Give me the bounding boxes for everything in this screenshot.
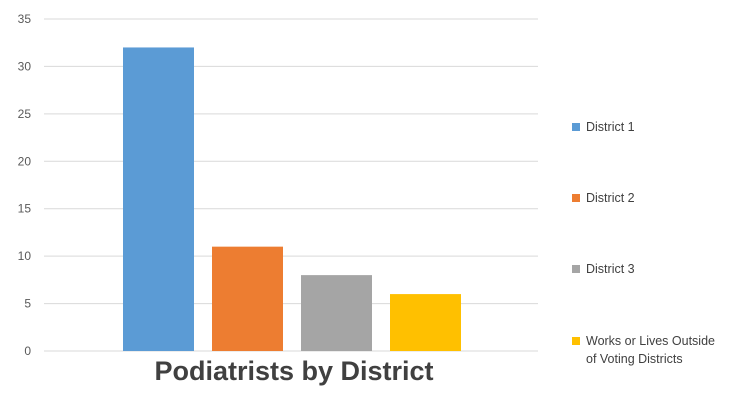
legend-label-2: District 2 — [586, 191, 635, 205]
legend: District 1 District 2 District 3 Works or L… — [572, 120, 715, 366]
bar-1 — [123, 47, 194, 351]
gridlines — [44, 18, 538, 352]
bar-4 — [390, 294, 461, 351]
legend-label-1: District 1 — [586, 120, 635, 134]
y-tick-label: 0 — [24, 344, 31, 358]
y-tick-label: 35 — [18, 12, 32, 26]
y-tick-label: 15 — [18, 202, 32, 216]
y-tick-label: 20 — [18, 154, 32, 168]
y-axis-ticks: 0 5 10 15 20 25 30 35 — [18, 12, 32, 358]
legend-label-4: Works or Lives Outside of Voting District… — [586, 334, 715, 366]
bar-3 — [301, 275, 372, 351]
bars — [123, 47, 461, 351]
legend-swatch-4 — [572, 337, 580, 345]
bar-2 — [212, 246, 283, 351]
legend-swatch-3 — [572, 265, 580, 273]
y-tick-label: 30 — [18, 59, 32, 73]
y-tick-label: 10 — [18, 249, 32, 263]
legend-swatch-2 — [572, 194, 580, 202]
legend-swatch-1 — [572, 123, 580, 131]
y-tick-label: 5 — [24, 297, 31, 311]
chart-title: Podiatrists by District — [154, 356, 433, 386]
y-tick-label: 25 — [18, 107, 32, 121]
legend-label-3: District 3 — [586, 262, 635, 276]
